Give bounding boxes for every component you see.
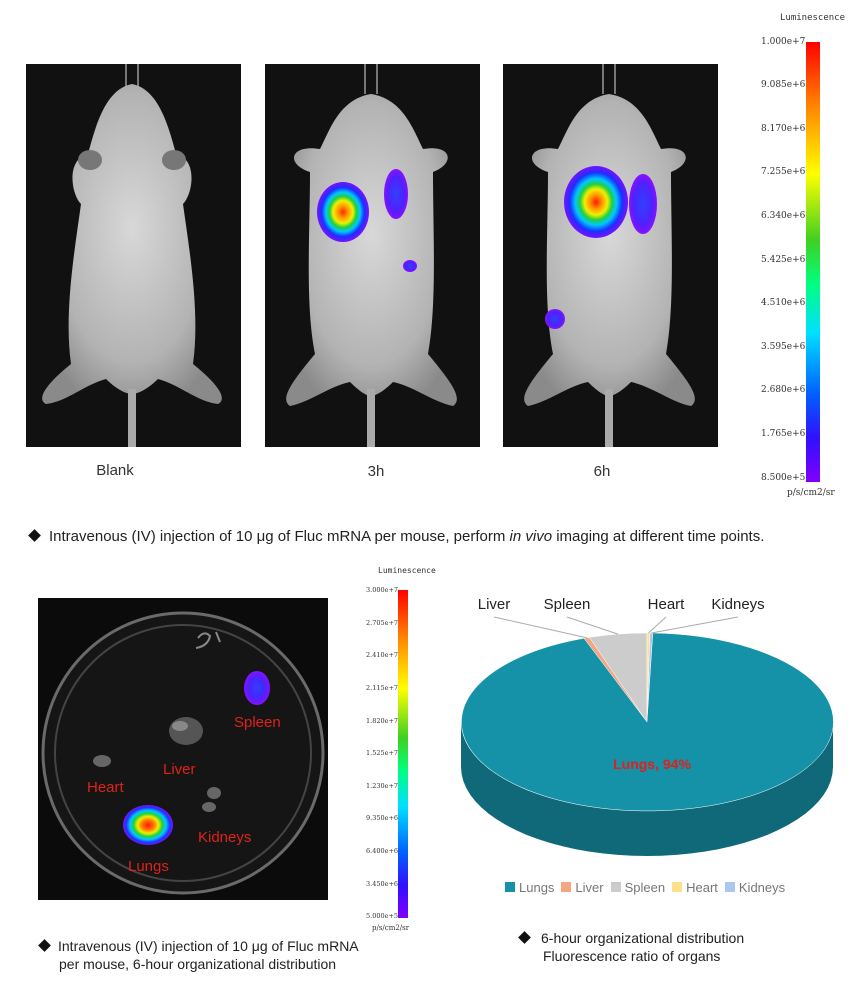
legend-item-liver: Liver — [561, 879, 604, 895]
pie-slice-side-lungs — [461, 722, 833, 856]
legend-swatch — [505, 882, 515, 892]
caption-top-text-2: imaging at different time points. — [552, 528, 765, 545]
legend-label: Liver — [575, 879, 604, 895]
colorbar-bottom-tick-label: 1.525e+7 — [366, 749, 399, 758]
colorbar-top-tick-label: 9.085e+6 — [761, 80, 806, 91]
mouse-label-6h: 6h — [593, 463, 611, 480]
colorbar-top-tick-label: 6.340e+6 — [761, 211, 806, 221]
mouse-3h-svg — [286, 64, 457, 447]
colorbar-bottom-tick-label: 5.000e+5 — [366, 912, 399, 921]
legend-label: Kidneys — [738, 879, 786, 895]
colorbar-bottom-tick-label: 3.450e+6 — [366, 879, 399, 888]
pie-legend: Lungs Liver Spleen Heart Kidneys — [505, 879, 855, 897]
colorbar-top-tick-label: 5.425e+6 — [761, 254, 806, 265]
colorbar-gradient-top — [806, 42, 820, 482]
pie-slice-lungs — [461, 632, 834, 812]
legend-swatch — [561, 882, 572, 892]
mouse-6h-svg — [524, 64, 695, 447]
leader-line-heart — [648, 616, 667, 634]
organ-label-lungs: Lungs — [128, 858, 169, 875]
mouse-blank-svg — [42, 64, 222, 447]
legend-swatch — [724, 882, 735, 892]
organ-dish-svg — [41, 611, 325, 895]
callout-label-liver: Liver — [478, 596, 511, 613]
colorbar-title-bottom: Luminescence — [378, 566, 436, 575]
colorbar-gradient-bottom — [398, 590, 408, 918]
caption-bottom-right: 6-hour organizational distribution Fluor… — [518, 929, 860, 965]
bullet-diamond-icon — [518, 930, 531, 944]
colorbar-bottom-tick-label: 1.820e+7 — [366, 716, 399, 725]
caption-bottom-left: Intravenous (IV) injection of 10 μg of F… — [38, 937, 440, 973]
colorbar-bottom-tick-label: 2.705e+7 — [366, 618, 399, 627]
caption-top-text-1: Intravenous (IV) injection of 10 μg of F… — [49, 528, 510, 545]
colorbar-top-tick-label: 3.595e+6 — [761, 341, 806, 352]
colorbar-bottom-tick-label: 9.350e+6 — [366, 814, 399, 823]
mouse-image-blank — [26, 64, 241, 447]
legend-item-kidneys: Kidneys — [724, 879, 786, 895]
legend-item-spleen: Spleen — [610, 879, 666, 895]
colorbar-top-tick-label: 4.510e+6 — [761, 298, 806, 309]
mouse-image-3h — [265, 64, 480, 447]
leader-line-kidneys — [651, 616, 739, 634]
mouse-label-blank: Blank — [96, 462, 134, 479]
leader-line-liver — [493, 616, 587, 639]
colorbar-unit-bottom: p/s/cm2/sr — [372, 924, 410, 932]
mouse-label-3h: 3h — [367, 463, 385, 480]
caption-bottom-right-line2: Fluorescence ratio of organs — [543, 948, 721, 964]
colorbar-top-tick-label: 1.765e+6 — [761, 429, 806, 439]
colorbar-top-tick-label: 8.170e+6 — [761, 123, 806, 134]
legend-swatch — [610, 882, 621, 892]
caption-bottom-left-line2: per mouse, 6-hour organizational distrib… — [59, 956, 337, 972]
callout-label-heart: Heart — [648, 596, 686, 613]
colorbar-top-tick-label: 2.680e+6 — [761, 385, 806, 396]
caption-top: Intravenous (IV) injection of 10 μg of F… — [28, 528, 860, 545]
colorbar-unit-top: p/s/cm2/sr — [787, 488, 835, 498]
caption-bottom-left-line1: Intravenous (IV) injection of 10 μg of F… — [58, 938, 359, 954]
legend-item-lungs: Lungs — [505, 880, 554, 895]
caption-top-italic: in vivo — [509, 528, 553, 545]
organ-label-heart: Heart — [87, 779, 124, 796]
callout-label-spleen: Spleen — [544, 596, 591, 613]
legend-swatch — [672, 882, 683, 892]
bullet-diamond-icon — [28, 528, 41, 542]
legend-label: Spleen — [624, 879, 666, 895]
colorbar-bottom-tick-label: 1.230e+7 — [366, 781, 399, 790]
organ-label-liver: Liver — [163, 761, 196, 778]
mouse-image-6h — [503, 64, 718, 447]
organ-label-kidneys: Kidneys — [198, 829, 252, 846]
colorbar-top-tick-label: 8.500e+5 — [761, 472, 806, 483]
colorbar-top-tick-label: 7.255e+6 — [761, 167, 806, 178]
data-label-lungs: Lungs, 94% — [613, 756, 691, 772]
legend-label: Heart — [686, 879, 718, 895]
colorbar-bottom-tick-label: 3.000e+7 — [366, 586, 399, 595]
legend-item-heart: Heart — [672, 880, 718, 895]
colorbar-bottom-tick-label: 6.400e+6 — [366, 846, 399, 855]
colorbar-title-top: Luminescence — [780, 13, 846, 23]
colorbar-top-tick-label: 1.000e+7 — [761, 36, 806, 47]
callout-label-kidneys: Kidneys — [711, 596, 764, 613]
bullet-diamond-icon — [38, 938, 51, 952]
caption-bottom-right-line1: 6-hour organizational distribution — [541, 930, 745, 946]
legend-label: Lungs — [519, 879, 555, 895]
organ-label-spleen: Spleen — [234, 714, 281, 731]
pie-chart: Liver Spleen Heart Kidneys Lungs, 94% — [461, 596, 834, 856]
colorbar-bottom-tick-label: 2.115e+7 — [366, 683, 399, 692]
leader-line-spleen — [566, 616, 619, 635]
organ-dish-image — [38, 598, 328, 900]
colorbar-bottom-tick-label: 2.410e+7 — [366, 651, 399, 660]
